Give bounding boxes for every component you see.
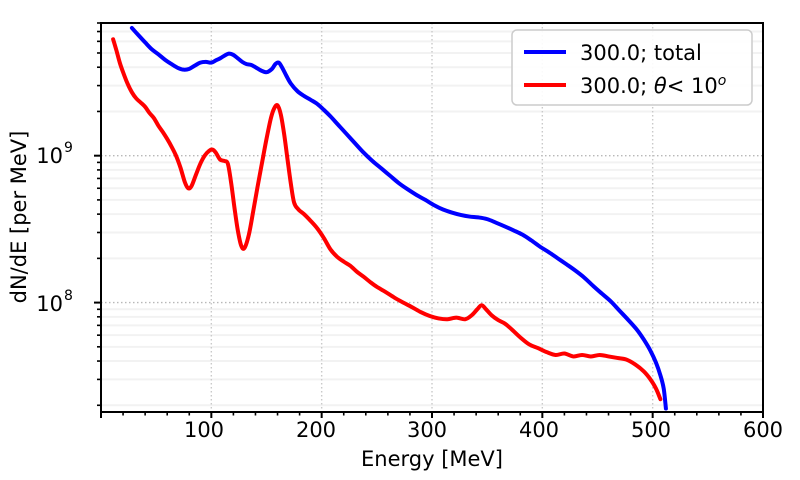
xtick-label-200: 200 (296, 418, 336, 442)
y-axis-tick-labels: 10 9 10 8 (36, 140, 73, 316)
svg-text:10: 10 (36, 144, 63, 168)
x-axis-tick-labels: 100 200 300 400 500 600 (184, 418, 783, 442)
ytick-label-1e9: 10 9 (36, 140, 73, 168)
legend-label-theta: 300.0; θ< 10o (580, 73, 726, 98)
data-curves (111, 25, 668, 411)
svg-text:10: 10 (36, 292, 63, 316)
legend-theta-sup: o (718, 73, 727, 89)
xtick-label-500: 500 (631, 418, 671, 442)
ytick-label-1e8: 10 8 (36, 288, 73, 316)
xtick-label-300: 300 (407, 418, 447, 442)
series-line-total (129, 25, 668, 411)
xtick-label-400: 400 (519, 418, 559, 442)
legend-label-total: 300.0; total (580, 41, 702, 65)
xtick-label-100: 100 (184, 418, 224, 442)
svg-text:8: 8 (64, 288, 73, 304)
y-axis-ticks (94, 22, 101, 407)
legend-theta-mid: < 10 (667, 74, 718, 98)
xtick-label-600: 600 (743, 418, 783, 442)
theta-symbol: θ (654, 74, 667, 98)
x-axis-title: Energy [MeV] (361, 447, 503, 471)
legend: 300.0; total 300.0; θ< 10o (511, 29, 753, 106)
series-line-theta (111, 37, 663, 402)
legend-box (511, 29, 753, 106)
svg-text:9: 9 (64, 140, 73, 156)
y-axis-title: dN/dE [per MeV] (7, 131, 31, 304)
x-axis-ticks (100, 412, 764, 418)
legend-theta-prefix: 300.0; (580, 74, 654, 98)
